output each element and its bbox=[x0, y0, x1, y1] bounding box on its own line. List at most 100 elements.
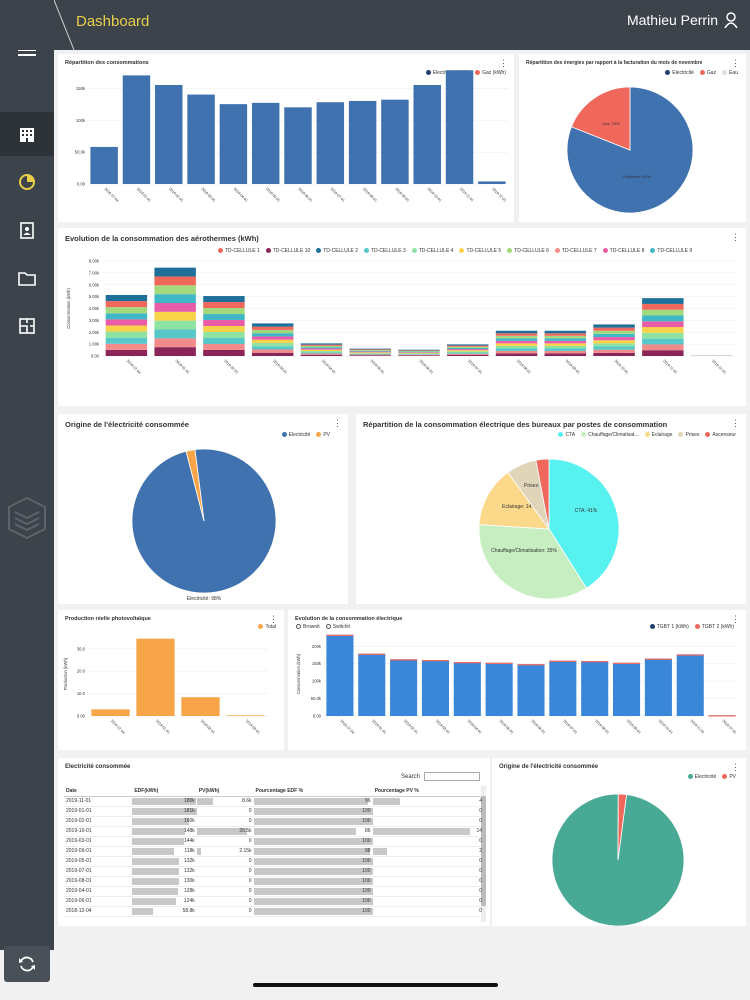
legend-item[interactable]: Gaz bbox=[699, 70, 716, 76]
legend-item[interactable]: Chauffage/Climatisat... bbox=[581, 432, 639, 438]
legend-item[interactable]: Ascenseur bbox=[705, 432, 736, 438]
bar-segment bbox=[593, 337, 635, 341]
bar bbox=[485, 662, 513, 716]
x-tick-label: 2019-12-01 bbox=[721, 719, 737, 735]
legend-item[interactable]: TD-CELLULE 6 bbox=[507, 248, 549, 254]
more-options-icon[interactable]: ⋮ bbox=[333, 418, 342, 428]
legend-item[interactable]: Brownit bbox=[296, 624, 320, 630]
cell-bar bbox=[132, 887, 178, 895]
cell-bar bbox=[253, 837, 373, 845]
table-cell: 14 bbox=[372, 826, 484, 837]
card-electricity-table: Electricité consommée Search Date EDF(kWh… bbox=[58, 758, 490, 926]
table-row[interactable]: 2019-08-01 130k 0 100 0 bbox=[64, 876, 484, 887]
table-row[interactable]: 2018-12-04 58.8k 0 100 0 bbox=[64, 906, 484, 917]
legend-item[interactable]: PV bbox=[722, 774, 736, 780]
cell-bar bbox=[132, 907, 154, 915]
bar bbox=[358, 653, 386, 716]
table-row[interactable]: 2019-06-01 124k 0 100 0 bbox=[64, 896, 484, 907]
card-office-consumption: Répartition de la consommation électriqu… bbox=[356, 414, 746, 604]
bar-segment bbox=[154, 338, 196, 348]
bar bbox=[413, 84, 441, 184]
bar-segment bbox=[447, 351, 489, 353]
legend-item[interactable]: TD-CELLULE 2 bbox=[316, 248, 358, 254]
legend-item[interactable]: Electricité bbox=[281, 432, 310, 438]
bar-segment bbox=[349, 353, 391, 355]
bar-segment bbox=[105, 294, 148, 302]
user-menu[interactable]: Mathieu Perrin bbox=[627, 12, 738, 28]
legend-item[interactable]: TGBT 2 (kWh) bbox=[694, 624, 734, 630]
legend-item[interactable]: PV bbox=[316, 432, 330, 438]
more-options-icon[interactable]: ⋮ bbox=[731, 418, 740, 428]
legend-item[interactable]: Gaz (kWh) bbox=[475, 70, 506, 76]
slice-label: Prises: 7% bbox=[524, 483, 548, 489]
column-header[interactable]: PV(kWh) bbox=[196, 786, 254, 797]
legend-item[interactable]: TD-CELLULE 10 bbox=[265, 248, 310, 254]
more-options-icon[interactable]: ⋮ bbox=[499, 58, 508, 68]
bar-cap bbox=[708, 715, 736, 717]
x-tick-label: 2019-03-01 bbox=[435, 719, 451, 735]
more-options-icon[interactable]: ⋮ bbox=[731, 58, 740, 68]
cell-bar bbox=[253, 897, 373, 905]
legend-item[interactable]: Eau bbox=[722, 70, 738, 76]
x-tick-label: 2019-06-01 bbox=[530, 719, 546, 735]
legend-item[interactable]: TD-CELLULE 8 bbox=[602, 248, 644, 254]
table-row[interactable]: 2019-10-01 148k 26.5k 86 14 bbox=[64, 826, 484, 837]
bar-segment bbox=[105, 349, 148, 356]
table-row[interactable]: 2019-04-01 128k 0 100 0 bbox=[64, 886, 484, 897]
legend-item[interactable]: TD-CELLULE 9 bbox=[650, 248, 692, 254]
refresh-button[interactable] bbox=[4, 946, 50, 982]
bar-segment bbox=[251, 333, 294, 337]
legend-item[interactable]: TGBT 1 (kWh) bbox=[649, 624, 689, 630]
more-options-icon[interactable]: ⋮ bbox=[731, 614, 740, 624]
table-scrollbar[interactable] bbox=[481, 786, 486, 922]
cell-bar bbox=[253, 867, 373, 875]
table-row[interactable]: 2019-01-01 181k 0 100 0 bbox=[64, 806, 484, 817]
more-options-icon[interactable]: ⋮ bbox=[269, 614, 278, 624]
x-tick-label: 2019-01-01 bbox=[155, 719, 171, 735]
legend-item[interactable]: Electricité bbox=[665, 70, 694, 76]
table-row[interactable]: 2019-09-01 118k 2.15k 98 2 bbox=[64, 846, 484, 857]
column-header[interactable]: EDF(kWh) bbox=[132, 786, 197, 797]
column-header[interactable]: Pourcentage PV % bbox=[372, 786, 484, 797]
pie-chart-icon[interactable] bbox=[0, 160, 54, 204]
x-tick-label: 2019-02-01 bbox=[223, 359, 239, 375]
legend-item[interactable]: TD-CELLULE 3 bbox=[363, 248, 406, 254]
table-row[interactable]: 2019-02-01 160k 0 100 0 bbox=[64, 816, 484, 827]
bar-segment bbox=[593, 340, 635, 344]
bar-segment bbox=[593, 349, 635, 353]
legend-item[interactable]: CTA bbox=[558, 432, 575, 438]
y-tick-label: 3.00k bbox=[89, 318, 100, 323]
legend-item[interactable]: Electricité bbox=[687, 774, 716, 780]
building-icon[interactable] bbox=[0, 112, 54, 156]
table-cell: 100 bbox=[253, 856, 373, 867]
folder-icon[interactable] bbox=[0, 256, 54, 300]
legend-item[interactable]: TD-CELLULE 4 bbox=[411, 248, 453, 254]
bar-segment bbox=[642, 344, 684, 351]
floorplan-icon[interactable] bbox=[0, 304, 54, 348]
more-options-icon[interactable]: ⋮ bbox=[731, 762, 740, 772]
legend-item[interactable]: Prises bbox=[678, 432, 699, 438]
stacked-bar-chart: 0.00 1.00k 2.00k 3.00k 4.00k 5.00k 6.00k 7.00k 8… bbox=[66, 259, 736, 375]
bar-segment bbox=[447, 346, 489, 348]
table-cell: 118k bbox=[132, 846, 197, 857]
table-row[interactable]: 2019-03-01 144k 0 100 0 bbox=[64, 836, 484, 847]
legend-item[interactable]: Total bbox=[258, 624, 276, 630]
legend-item[interactable]: Eclairage bbox=[644, 432, 672, 438]
table-row[interactable]: 2019-07-01 132k 0 100 0 bbox=[64, 866, 484, 877]
column-header[interactable]: Pourcentage EDF % bbox=[253, 786, 373, 797]
bar-segment bbox=[495, 353, 538, 356]
search-input[interactable] bbox=[424, 772, 480, 781]
bar-segment bbox=[642, 332, 684, 339]
column-header[interactable]: Date bbox=[64, 786, 133, 797]
legend-item[interactable]: TD-CELLULE 1 bbox=[218, 248, 260, 254]
y-tick-label: 1.00k bbox=[89, 342, 100, 347]
table-row[interactable]: 2019-11-01 180k 8.6k 96 4 bbox=[64, 796, 484, 807]
legend-item[interactable]: TD-CELLULE 5 bbox=[459, 248, 501, 254]
more-options-icon[interactable]: ⋮ bbox=[731, 232, 740, 242]
table-row[interactable]: 2019-05-01 132k 0 100 0 bbox=[64, 856, 484, 867]
legend-item[interactable]: Switchit bbox=[325, 624, 350, 630]
legend-item[interactable]: TD-CELLULE 7 bbox=[554, 248, 597, 254]
contacts-icon[interactable] bbox=[0, 208, 54, 252]
bar-segment bbox=[300, 344, 343, 346]
bar-segment bbox=[154, 294, 196, 303]
